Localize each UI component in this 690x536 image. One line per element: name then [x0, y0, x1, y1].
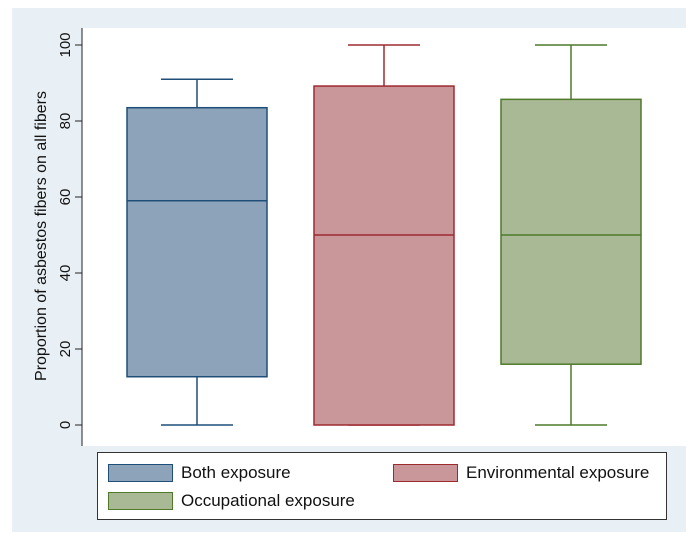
y-tick-label: 100	[57, 32, 74, 57]
y-tick-label: 20	[57, 341, 74, 358]
box-both-exposure	[126, 78, 268, 426]
legend: Both exposure Environmental exposure Occ…	[97, 452, 667, 520]
legend-label-environmental-exposure: Environmental exposure	[466, 463, 650, 482]
y-tick-label: 80	[57, 113, 74, 130]
legend-item-occupational-exposure: Occupational exposure	[108, 489, 355, 513]
legend-label-occupational-exposure: Occupational exposure	[181, 491, 355, 510]
interquartile-box	[126, 106, 268, 378]
box-environmental-exposure	[313, 44, 455, 426]
interquartile-box	[500, 98, 642, 365]
legend-swatch-environmental-exposure	[393, 464, 458, 482]
boxes-group	[126, 44, 642, 426]
legend-swatch-both-exposure	[108, 464, 173, 482]
y-tick-label: 0	[57, 421, 74, 429]
legend-swatch-occupational-exposure	[108, 492, 173, 510]
legend-label-both-exposure: Both exposure	[181, 463, 291, 482]
box-occupational-exposure	[500, 44, 642, 426]
y-axis-ticks: 0 20 40 60 80 100	[57, 32, 82, 429]
interquartile-box	[313, 85, 455, 426]
y-tick-label: 40	[57, 265, 74, 282]
y-tick-label: 60	[57, 189, 74, 206]
legend-item-environmental-exposure: Environmental exposure	[393, 461, 649, 485]
y-axis-label: Proportion of asbestos fibers on all fib…	[33, 91, 50, 381]
legend-item-both-exposure: Both exposure	[108, 461, 291, 485]
